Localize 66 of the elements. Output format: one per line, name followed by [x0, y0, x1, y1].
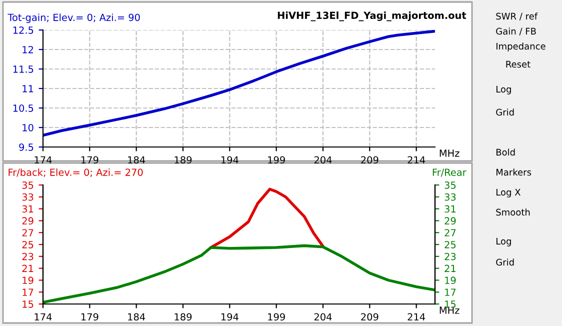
text: Markers: [496, 168, 532, 176]
y-axis-title: Fr/back; Elev.= 0; Azi.= 270: [8, 168, 143, 177]
x-axis-title: MHz: [440, 306, 460, 314]
x-axis-title: MHz: [440, 150, 460, 157]
y2-tick-label: 23: [444, 252, 456, 260]
y2-tick-label: 19: [445, 276, 456, 284]
y-tick-label: 11.5: [13, 66, 34, 73]
y2-tick-label: 33: [444, 193, 456, 201]
x-tick-label: 209: [361, 313, 378, 321]
y-tick-label: 35: [22, 181, 34, 189]
text: Log: [496, 86, 511, 94]
y-tick-label: 10.5: [13, 104, 34, 112]
y-tick-label: 11: [22, 85, 34, 92]
y-tick-label: 10: [22, 124, 34, 132]
x-tick-label: 199: [268, 313, 285, 321]
y-axis-title: Tot-gain; Elev.= 0; Azi.= 90: [8, 14, 140, 23]
y-tick-label: 19: [22, 276, 34, 284]
y2-tick-label: 25: [444, 240, 456, 248]
y-tick-label: 12: [22, 46, 33, 54]
y-tick-label: 23: [22, 252, 34, 260]
text: Smooth: [496, 208, 530, 216]
y-tick-label: 31: [22, 205, 34, 213]
y-tick-label: 33: [22, 193, 34, 201]
text: SWR / ref: [496, 12, 538, 20]
text: Log X: [496, 188, 520, 198]
line-series: [210, 188, 324, 249]
x-tick-label: 184: [128, 313, 146, 321]
chart-title: HiVHF_13El_FD_Yagi_majortom.out: [278, 12, 466, 22]
y-tick-label: 15: [22, 300, 34, 308]
y2-tick-label: 35: [444, 181, 456, 189]
x-tick-label: 179: [81, 156, 98, 164]
x-tick-label: 189: [174, 156, 192, 164]
x-tick-label: 204: [314, 313, 332, 321]
x-tick-label: 194: [221, 313, 238, 321]
y-tick-label: 29: [22, 217, 34, 225]
y-tick-label: 27: [22, 229, 34, 236]
y-tick-label: 17: [22, 288, 34, 296]
y-tick-label: 25: [22, 240, 34, 248]
x-tick-label: 194: [221, 156, 238, 164]
text: Gain / FB: [496, 28, 536, 36]
text: Reset: [506, 60, 530, 68]
y2-tick-label: 27: [444, 229, 456, 236]
x-tick-label: 214: [408, 313, 426, 320]
x-tick-label: 214: [408, 156, 426, 164]
y-tick-label: 21: [22, 264, 34, 272]
y2-tick-label: 17: [445, 288, 456, 296]
y2-tick-label: 21: [444, 264, 456, 272]
text: Bold: [496, 148, 515, 156]
x-tick-label: 189: [174, 313, 192, 321]
text: Log: [496, 238, 511, 246]
x-tick-label: 199: [268, 156, 285, 164]
text: Grid: [496, 258, 514, 266]
y-tick-label: 9.5: [19, 143, 34, 151]
text: Impedance: [496, 42, 546, 52]
x-tick-label: 184: [128, 156, 146, 164]
x-tick-label: 179: [81, 313, 98, 321]
y-tick-label: 12.5: [13, 26, 34, 34]
y2-tick-label: 15: [445, 300, 456, 308]
y2-tick-label: 29: [444, 217, 456, 225]
x-tick-label: 209: [361, 156, 378, 164]
y2-axis-title: Fr/Rear: [432, 168, 466, 177]
x-tick-label: 174: [34, 156, 52, 164]
y2-tick-label: 31: [444, 205, 456, 213]
text: Grid: [496, 108, 514, 116]
x-tick-label: 204: [314, 156, 332, 164]
x-tick-label: 174: [34, 313, 52, 320]
